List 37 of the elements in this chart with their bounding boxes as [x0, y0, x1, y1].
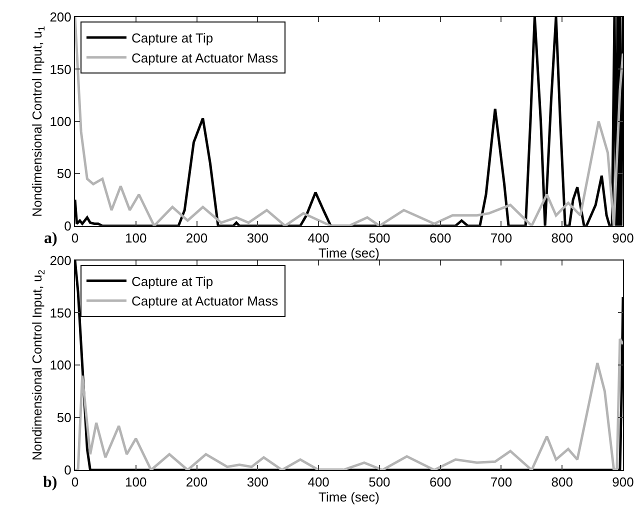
x-tick-label: 200 [186, 474, 208, 490]
line-series [75, 338, 623, 470]
x-tick-label: 200 [186, 230, 208, 246]
x-axis-title: Time (sec) [318, 245, 380, 260]
text: a) [44, 230, 58, 247]
x-tick-label: 300 [246, 230, 269, 246]
x-tick-label: 600 [429, 474, 452, 490]
legend-label: Capture at Tip [131, 274, 214, 289]
x-tick-label: 300 [246, 474, 269, 490]
x-axis-title: Time (sec) [318, 490, 380, 505]
y-tick-label: 150 [50, 62, 72, 77]
y-tick-label: 150 [50, 305, 72, 320]
x-tick-label: 700 [490, 474, 512, 490]
legend-label: Capture at Actuator Mass [131, 294, 279, 309]
y-tick-label: 200 [50, 10, 72, 25]
x-tick-label: 400 [308, 230, 330, 246]
y-tick-label: 200 [50, 252, 72, 268]
x-tick-label: 800 [551, 230, 573, 246]
x-tick-label: 700 [490, 230, 512, 246]
x-tick-label: 500 [368, 230, 390, 246]
legend-label: Capture at Tip [131, 30, 214, 46]
text: b) [43, 474, 58, 491]
x-tick-label: 900 [612, 474, 634, 490]
x-tick-label: 800 [551, 474, 573, 490]
x-tick-label: 900 [612, 230, 634, 246]
y-tick-label: 100 [50, 358, 72, 373]
x-tick-label: 400 [308, 474, 330, 490]
legend-label: Capture at Actuator Mass [131, 50, 279, 66]
y-tick-label: 50 [56, 166, 72, 182]
x-tick-label: 100 [125, 230, 147, 246]
y-tick-label: 100 [50, 114, 72, 129]
y-tick-label: 50 [56, 410, 72, 426]
y-tick-label: 0 [64, 218, 72, 234]
x-tick-label: 500 [368, 474, 390, 490]
y-tick-label: 0 [64, 462, 72, 478]
x-tick-label: 600 [429, 230, 452, 246]
x-tick-label: 100 [125, 474, 147, 490]
